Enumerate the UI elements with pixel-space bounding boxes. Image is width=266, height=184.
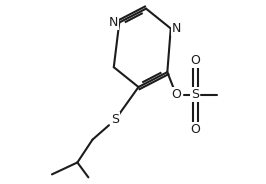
Text: S: S [111, 113, 119, 126]
Text: O: O [171, 89, 181, 102]
Text: N: N [109, 16, 118, 29]
Text: O: O [190, 54, 200, 67]
Text: N: N [172, 22, 181, 35]
Text: O: O [190, 123, 200, 136]
Text: S: S [192, 89, 200, 102]
